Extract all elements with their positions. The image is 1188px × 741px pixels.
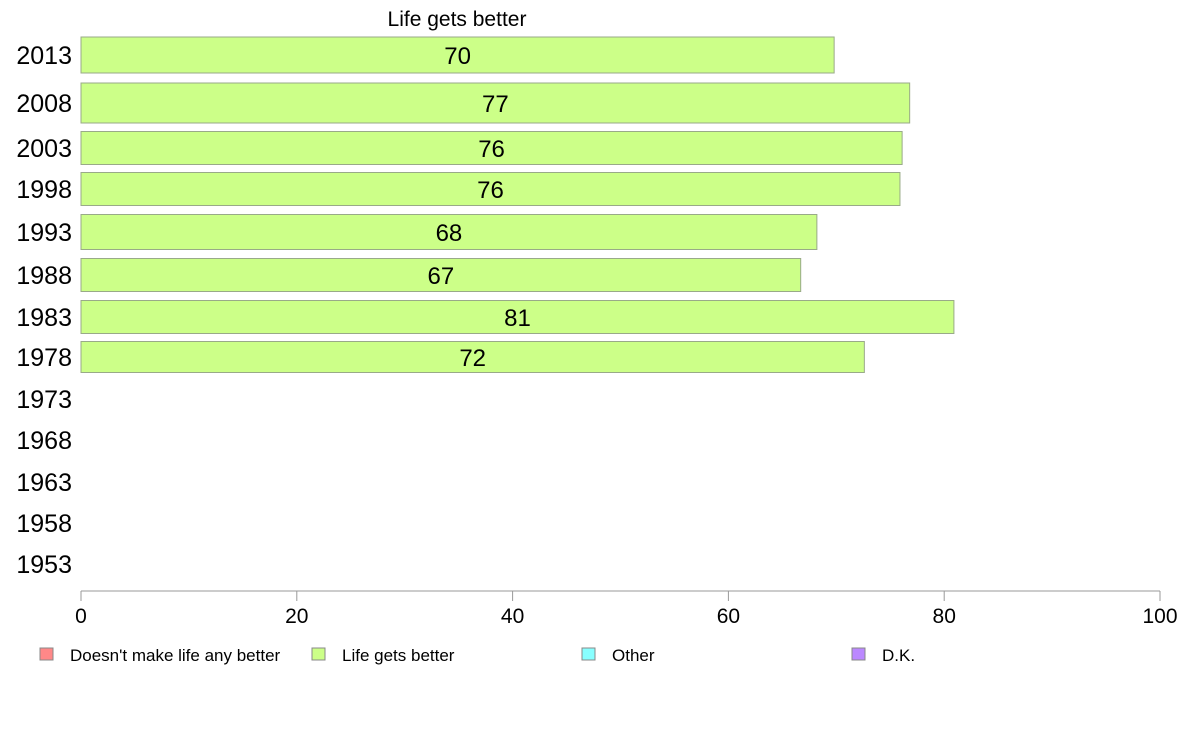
category-label: 1953 (16, 551, 72, 579)
bar (80, 258, 802, 292)
category-label: 1973 (16, 386, 72, 414)
category-label: 1968 (16, 427, 72, 455)
bar-value-label: 68 (436, 220, 463, 247)
x-tick-label: 100 (1142, 605, 1177, 628)
legend-swatch (581, 647, 596, 661)
legend-swatch (311, 647, 326, 661)
x-tick-label: 80 (933, 605, 956, 628)
bar (80, 131, 903, 165)
legend-label: D.K. (882, 646, 915, 665)
bar (80, 36, 835, 74)
x-tick-label: 60 (717, 605, 740, 628)
bar-value-label: 67 (427, 263, 454, 290)
category-label: 1983 (16, 304, 72, 332)
bar-value-label: 77 (482, 91, 509, 118)
bar-value-label: 76 (477, 177, 504, 204)
category-label: 2003 (16, 135, 72, 163)
bar (80, 214, 818, 250)
x-tick-label: 40 (501, 605, 524, 628)
category-label: 1958 (16, 510, 72, 538)
bar (80, 341, 865, 373)
category-label: 1998 (16, 176, 72, 204)
x-tick-label: 0 (75, 605, 87, 628)
legend-swatch (39, 647, 54, 661)
category-label: 1993 (16, 219, 72, 247)
category-label: 1963 (16, 469, 72, 497)
category-label: 1988 (16, 262, 72, 290)
chart-title: Life gets better (388, 8, 527, 31)
legend-label: Doesn't make life any better (70, 646, 281, 665)
legend-label: Life gets better (342, 646, 455, 665)
bar-value-label: 81 (504, 305, 531, 332)
bar (80, 82, 911, 124)
bar (80, 300, 955, 334)
legend-label: Other (612, 646, 655, 665)
x-tick-label: 20 (285, 605, 308, 628)
category-label: 1978 (16, 344, 72, 372)
bar (80, 172, 901, 206)
bar-value-label: 76 (478, 136, 505, 163)
bar-value-label: 70 (444, 43, 471, 70)
category-label: 2013 (16, 42, 72, 70)
legend-swatch (851, 647, 866, 661)
bar-value-label: 72 (459, 345, 486, 372)
category-label: 2008 (16, 90, 72, 118)
